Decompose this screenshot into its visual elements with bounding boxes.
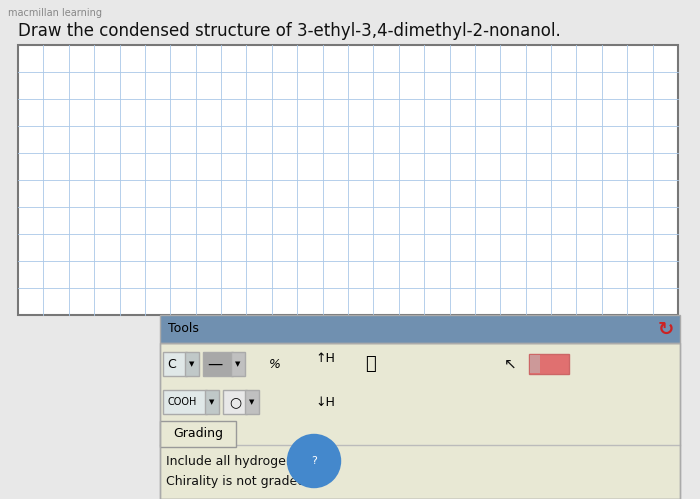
Text: macmillan learning: macmillan learning <box>8 8 102 18</box>
FancyBboxPatch shape <box>160 421 236 447</box>
Text: ▼: ▼ <box>189 361 195 367</box>
Bar <box>18 45 678 315</box>
Text: ▼: ▼ <box>235 361 241 367</box>
Text: ⌢: ⌢ <box>365 355 375 373</box>
Text: Tools: Tools <box>168 322 199 335</box>
Text: COOH: COOH <box>167 397 197 407</box>
Text: ↖: ↖ <box>503 356 517 371</box>
FancyBboxPatch shape <box>203 352 233 376</box>
Text: Grading: Grading <box>173 428 223 441</box>
Text: ↻: ↻ <box>658 319 674 338</box>
Bar <box>160 343 680 499</box>
FancyBboxPatch shape <box>163 390 207 414</box>
Text: —: — <box>207 356 223 371</box>
Text: %: % <box>269 357 281 370</box>
Text: ▼: ▼ <box>249 399 255 405</box>
FancyBboxPatch shape <box>529 354 569 374</box>
Text: Chirality is not graded.: Chirality is not graded. <box>166 475 309 488</box>
FancyBboxPatch shape <box>245 390 259 414</box>
FancyBboxPatch shape <box>185 352 199 376</box>
Text: ○: ○ <box>229 395 241 409</box>
FancyBboxPatch shape <box>163 352 187 376</box>
Text: Draw the condensed structure of 3-ethyl-3,4-dimethyl-2-nonanol.: Draw the condensed structure of 3-ethyl-… <box>18 22 561 40</box>
Text: ▼: ▼ <box>209 399 215 405</box>
FancyBboxPatch shape <box>231 352 245 376</box>
Text: ?: ? <box>311 456 317 466</box>
Text: Include all hydrogen atoms.: Include all hydrogen atoms. <box>166 455 341 468</box>
Text: ↑H: ↑H <box>315 352 335 365</box>
FancyBboxPatch shape <box>223 390 247 414</box>
Bar <box>530 355 540 373</box>
Bar <box>160 315 680 343</box>
FancyBboxPatch shape <box>205 390 219 414</box>
Text: C: C <box>167 357 176 370</box>
Bar <box>160 343 680 499</box>
Text: ↓H: ↓H <box>315 396 335 409</box>
